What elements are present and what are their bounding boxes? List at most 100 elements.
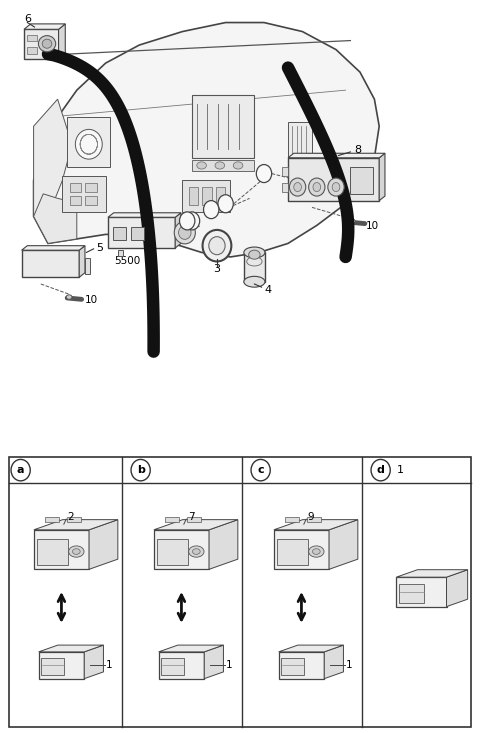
Bar: [278, 652, 324, 679]
Polygon shape: [84, 645, 104, 679]
Text: a: a: [190, 216, 194, 225]
Ellipse shape: [313, 183, 321, 191]
Polygon shape: [108, 213, 181, 217]
Ellipse shape: [309, 178, 325, 196]
Bar: [62, 176, 106, 212]
Polygon shape: [38, 645, 104, 652]
Bar: [244, 252, 265, 281]
Ellipse shape: [204, 201, 219, 218]
Ellipse shape: [312, 549, 320, 554]
Polygon shape: [204, 645, 223, 679]
Text: 9: 9: [308, 512, 314, 522]
Bar: [158, 652, 204, 679]
Bar: [161, 658, 184, 675]
Ellipse shape: [192, 549, 200, 554]
Text: 3: 3: [214, 264, 220, 274]
Ellipse shape: [184, 212, 200, 230]
Text: c: c: [257, 465, 264, 475]
Bar: [277, 539, 308, 564]
Polygon shape: [24, 24, 65, 29]
Bar: [157, 539, 188, 564]
Bar: [37, 539, 68, 564]
Bar: [41, 658, 64, 675]
Ellipse shape: [72, 549, 80, 554]
Polygon shape: [379, 153, 385, 201]
Bar: [192, 160, 254, 172]
Bar: [85, 258, 90, 273]
Bar: [399, 584, 424, 603]
Polygon shape: [34, 194, 77, 243]
Ellipse shape: [75, 130, 102, 159]
Polygon shape: [154, 520, 238, 530]
Text: 4: 4: [264, 285, 271, 295]
Text: 10: 10: [84, 295, 98, 305]
Bar: [192, 95, 254, 158]
Ellipse shape: [189, 546, 204, 557]
Ellipse shape: [256, 164, 272, 183]
Bar: [281, 658, 304, 675]
Bar: [27, 48, 37, 54]
Text: d: d: [184, 216, 190, 225]
Bar: [187, 517, 201, 523]
Ellipse shape: [294, 183, 301, 191]
Bar: [165, 517, 179, 523]
Bar: [70, 196, 81, 205]
Bar: [350, 167, 373, 194]
Ellipse shape: [174, 221, 195, 244]
Ellipse shape: [180, 212, 195, 230]
Bar: [34, 530, 89, 570]
Ellipse shape: [244, 247, 265, 258]
Text: 5: 5: [96, 243, 103, 253]
Polygon shape: [324, 645, 344, 679]
Ellipse shape: [332, 183, 340, 191]
Bar: [282, 167, 288, 176]
Bar: [154, 530, 209, 570]
Ellipse shape: [66, 295, 72, 299]
Bar: [67, 517, 81, 523]
Ellipse shape: [209, 237, 225, 254]
Ellipse shape: [179, 226, 191, 240]
Text: 10: 10: [365, 221, 379, 231]
Ellipse shape: [309, 546, 324, 557]
Polygon shape: [34, 23, 379, 257]
Polygon shape: [274, 520, 358, 530]
Bar: [396, 577, 446, 607]
Bar: [67, 117, 110, 167]
Ellipse shape: [349, 219, 355, 224]
Bar: [108, 217, 175, 248]
Ellipse shape: [249, 250, 260, 259]
Bar: [22, 250, 79, 277]
Bar: [27, 34, 37, 42]
Bar: [288, 158, 379, 201]
Bar: [182, 180, 230, 212]
Bar: [70, 183, 81, 193]
Bar: [285, 517, 299, 523]
Text: 1: 1: [346, 660, 353, 670]
Text: a: a: [17, 465, 24, 475]
Text: 1: 1: [396, 465, 403, 475]
Polygon shape: [446, 570, 468, 607]
Polygon shape: [22, 246, 85, 250]
Text: ||||: ||||: [358, 178, 366, 184]
Ellipse shape: [38, 36, 56, 52]
Text: 1: 1: [106, 660, 113, 670]
Ellipse shape: [233, 162, 243, 169]
Ellipse shape: [215, 162, 225, 169]
Text: 1: 1: [226, 660, 233, 670]
Polygon shape: [158, 645, 223, 652]
Polygon shape: [34, 99, 72, 216]
Polygon shape: [278, 645, 344, 652]
Polygon shape: [329, 520, 358, 570]
Ellipse shape: [328, 178, 344, 196]
Polygon shape: [118, 250, 123, 256]
Polygon shape: [175, 213, 181, 248]
Bar: [202, 187, 212, 205]
Text: c: c: [209, 205, 214, 214]
Text: 6: 6: [24, 15, 31, 24]
Text: d: d: [377, 465, 384, 475]
Text: b: b: [261, 169, 267, 178]
Ellipse shape: [218, 195, 233, 213]
Bar: [85, 183, 97, 193]
Text: 2: 2: [68, 512, 74, 522]
Bar: [38, 652, 84, 679]
